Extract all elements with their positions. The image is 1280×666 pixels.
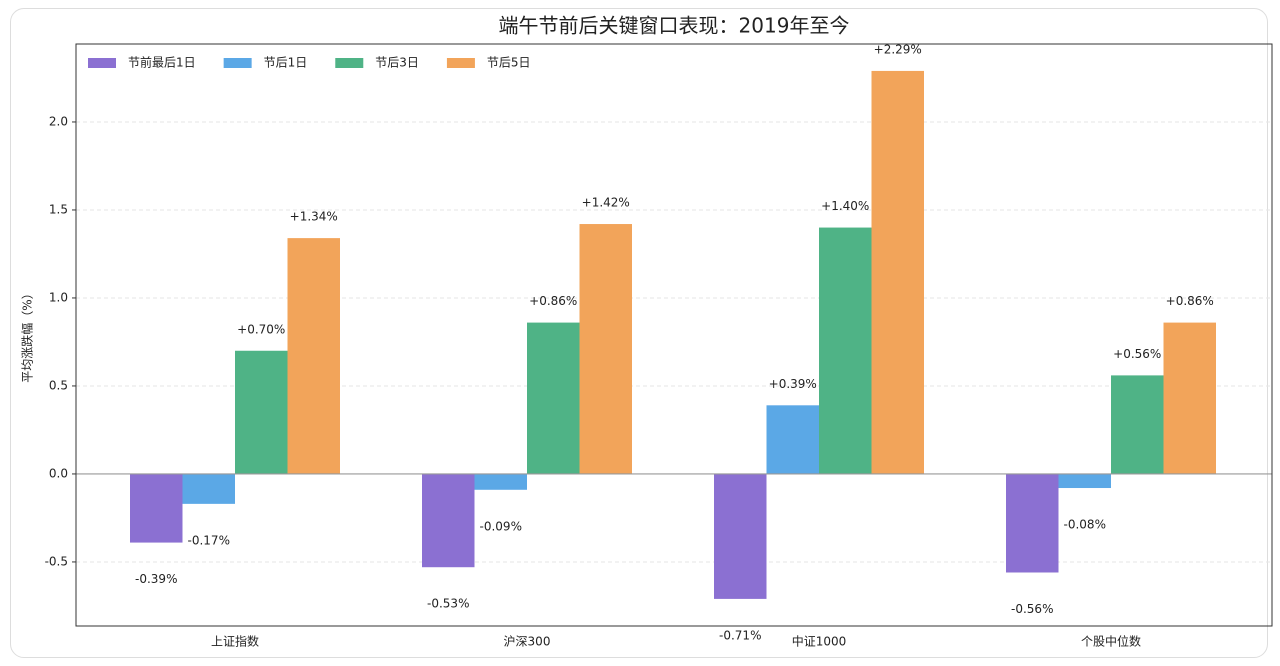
legend-swatch — [335, 58, 364, 68]
bar — [714, 473, 767, 599]
value-label: +1.34% — [290, 210, 338, 224]
bar — [579, 224, 632, 474]
value-label: -0.56% — [1011, 602, 1053, 616]
y-tick-label: -0.5 — [45, 554, 68, 568]
value-label: +0.56% — [1113, 347, 1161, 361]
x-tick-label: 中证1000 — [792, 634, 847, 649]
chart-title: 端午节前后关键窗口表现：2019年至今 — [499, 14, 850, 38]
bar — [819, 227, 872, 474]
bar — [182, 473, 235, 504]
bar — [527, 322, 580, 474]
legend-label: 节后1日 — [264, 56, 308, 70]
bar — [235, 350, 288, 474]
card — [10, 8, 1268, 658]
bar — [1163, 322, 1216, 474]
bar — [287, 238, 340, 474]
value-label: -0.09% — [480, 519, 522, 533]
bar — [422, 473, 475, 568]
legend-swatch — [446, 58, 475, 68]
legend-label: 节后5日 — [487, 56, 531, 70]
y-tick-label: 2.0 — [49, 114, 68, 128]
value-label: -0.71% — [719, 628, 761, 642]
y-axis-label: 平均涨跌幅（%） — [20, 287, 35, 382]
bar — [474, 473, 527, 490]
value-label: -0.17% — [188, 533, 230, 547]
y-tick-label: 0.0 — [49, 466, 68, 480]
value-label: -0.39% — [135, 572, 177, 586]
value-label: +0.70% — [237, 322, 285, 336]
bar — [1111, 375, 1164, 474]
legend-swatch — [223, 58, 252, 68]
value-label: +0.86% — [529, 294, 577, 308]
bar — [1006, 473, 1059, 573]
bar — [130, 473, 183, 543]
y-tick-label: 1.5 — [49, 202, 68, 216]
bar — [766, 405, 819, 474]
x-tick-label: 上证指数 — [211, 634, 259, 649]
x-tick-label: 个股中位数 — [1081, 634, 1141, 649]
value-label: +1.40% — [821, 199, 869, 213]
value-label: -0.08% — [1064, 518, 1106, 532]
value-label: +1.42% — [582, 196, 630, 210]
value-label: +2.29% — [874, 42, 922, 56]
legend-swatch — [88, 58, 116, 68]
value-label: -0.53% — [427, 597, 469, 611]
bar — [871, 70, 924, 474]
x-tick-label: 沪深300 — [504, 635, 551, 649]
bar — [1058, 473, 1111, 489]
value-label: +0.39% — [769, 377, 817, 391]
legend-label: 节前最后1日 — [128, 55, 196, 70]
y-tick-label: 0.5 — [49, 378, 68, 392]
y-tick-label: 1.0 — [49, 290, 68, 304]
value-label: +0.86% — [1166, 294, 1214, 308]
plot-frame — [75, 43, 1273, 627]
legend-label: 节后3日 — [375, 56, 419, 70]
